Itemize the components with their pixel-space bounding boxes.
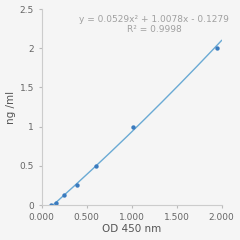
Point [132, 125, 135, 129]
Text: y = 0.0529x² + 1.0078x - 0.1279
R² = 0.9998: y = 0.0529x² + 1.0078x - 0.1279 R² = 0.9… [79, 15, 229, 34]
Point [62, 193, 66, 197]
Point [215, 46, 219, 50]
X-axis label: OD 450 nm: OD 450 nm [102, 224, 161, 234]
Point [75, 184, 79, 187]
Point [54, 201, 58, 204]
Point [94, 164, 98, 168]
Point [49, 203, 53, 207]
Y-axis label: ng /ml: ng /ml [6, 90, 16, 124]
